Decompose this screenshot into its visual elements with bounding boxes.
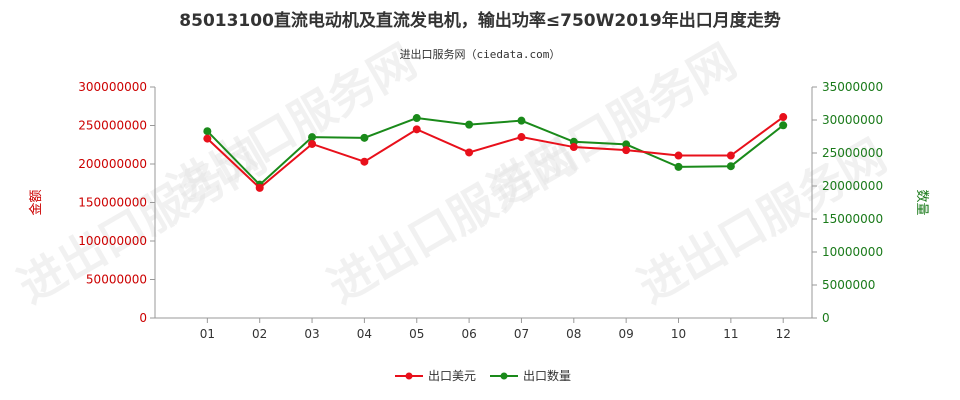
data-point-left [465,148,474,157]
legend-swatch-marker [500,372,508,380]
chart-subtitle: 进出口服务网（ciedata.com） [400,47,561,61]
data-point-right [465,120,474,129]
x-tick-label: 12 [776,327,791,341]
left-axis-label: 金额 [28,189,44,215]
chart-title: 85013100直流电动机及直流发电机，输出功率≤750W2019年出口月度走势 [179,10,780,31]
legend: 出口美元 出口数量 [395,368,571,383]
x-tick-label: 02 [252,327,267,341]
right-tick-label: 35000000 [822,80,883,94]
x-tick-label: 08 [566,327,581,341]
data-point-left [255,183,264,192]
data-point-right [412,114,421,123]
right-tick-label: 10000000 [822,245,883,259]
left-tick-label: 0 [139,311,147,325]
data-point-left [203,134,212,143]
left-tick-label: 150000000 [78,196,147,210]
watermark-text: 进出口服务网 [479,34,745,219]
right-axis-label: 数量 [914,189,929,215]
series-lines [203,113,788,192]
data-point-left [726,151,735,160]
left-tick-label: 50000000 [86,273,147,287]
data-point-right [360,133,369,142]
left-tick-label: 300000000 [78,80,147,94]
axes: 0500000001000000001500000002000000002500… [28,80,929,341]
data-point-left [517,133,526,142]
legend-label: 出口数量 [523,368,571,383]
data-point-left [308,139,317,148]
series-line-right [206,116,784,187]
data-point-left [622,146,631,155]
x-tick-label: 01 [200,327,215,341]
left-tick-label: 200000000 [78,157,147,171]
right-tick-label: 0 [822,311,830,325]
left-tick-label: 250000000 [78,119,147,133]
data-point-left [674,151,683,160]
x-tick-label: 04 [357,327,372,341]
x-tick-label: 09 [619,327,634,341]
watermark-text: 进出口服务网 [159,34,425,219]
right-tick-label: 5000000 [822,278,875,292]
data-point-left [569,143,578,152]
left-tick-label: 100000000 [78,234,147,248]
right-tick-label: 25000000 [822,146,883,160]
x-tick-label: 10 [671,327,686,341]
data-point-left [360,157,369,166]
x-tick-label: 06 [461,327,476,341]
x-tick-label: 03 [304,327,319,341]
data-point-right [308,133,317,142]
data-point-right [674,162,683,171]
data-point-right [726,162,735,171]
data-point-right [203,127,212,136]
right-tick-label: 20000000 [822,179,883,193]
right-tick-label: 15000000 [822,212,883,226]
data-point-right [517,116,526,125]
x-tick-label: 05 [409,327,424,341]
right-tick-label: 30000000 [822,113,883,127]
data-point-right [622,140,631,149]
series-line-left [206,116,784,190]
data-point-left [779,113,788,122]
legend-swatch-marker [405,372,413,380]
data-point-right [779,121,788,130]
legend-label: 出口美元 [428,369,476,383]
data-point-left [412,125,421,134]
x-tick-label: 11 [723,327,738,341]
x-tick-label: 07 [514,327,529,341]
